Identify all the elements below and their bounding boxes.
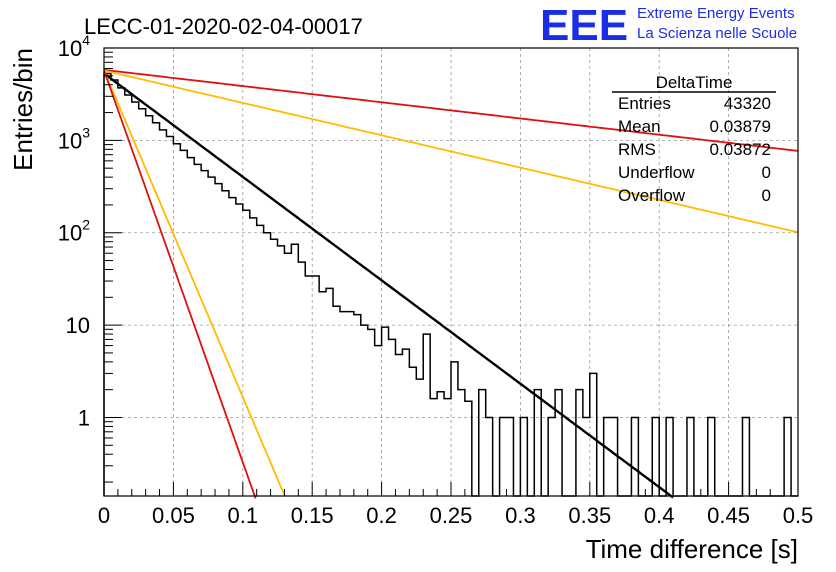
x-tick-label: 0.45: [707, 503, 750, 528]
stats-label: Overflow: [618, 186, 686, 205]
fit-curves: [103, 69, 799, 500]
x-axis-title: Time difference [s]: [586, 534, 798, 564]
x-tick-label: 0.3: [505, 503, 536, 528]
stats-value: 0.03872: [710, 140, 771, 159]
stats-box: DeltaTime Entries 43320 Mean 0.03879 RMS 0.03…: [612, 73, 776, 205]
reference-curve-1: [103, 69, 799, 152]
x-tick-label: 0.05: [152, 503, 195, 528]
x-tick-label: 0.25: [430, 503, 473, 528]
y-axis-title: Entries/bin: [8, 48, 38, 171]
histogram-bars: [103, 72, 798, 497]
x-tick-label: 0.15: [291, 503, 334, 528]
x-tick-label: 0: [98, 503, 110, 528]
stats-label: RMS: [618, 140, 656, 159]
fit-curve: [103, 72, 674, 499]
histogram-outline: [103, 72, 798, 497]
eee-logo-mark: EEE: [540, 1, 628, 50]
x-tick-label: 0.2: [366, 503, 397, 528]
stats-label: Underflow: [618, 163, 695, 182]
stats-title: DeltaTime: [656, 73, 733, 92]
stats-label: Entries: [618, 94, 671, 113]
stats-rows: Entries 43320 Mean 0.03879 RMS 0.03872 Underfl…: [618, 94, 771, 205]
x-tick-label: 0.4: [644, 503, 675, 528]
y-tick-label: 102: [58, 217, 90, 246]
y-tick-label: 103: [58, 124, 90, 153]
x-tick-label: 0.1: [228, 503, 259, 528]
eee-logo-line1: Extreme Energy Events: [637, 5, 795, 22]
eee-logo: EEE Extreme Energy Events La Scienza nel…: [540, 1, 797, 50]
y-tick-labels: 1 10 102 103 104: [58, 32, 90, 430]
reference-curve-2: [103, 69, 799, 234]
stats-value: 0.03879: [710, 117, 771, 136]
y-tick-label: 10: [66, 313, 90, 338]
stats-label: Mean: [618, 117, 661, 136]
stats-value: 0: [762, 186, 771, 205]
x-tick-label: 0.35: [568, 503, 611, 528]
x-tick-label: 0.5: [783, 503, 814, 528]
reference-curve-3: [103, 70, 286, 497]
axis-ticks: [103, 47, 799, 496]
chart-title: LECC-01-2020-02-04-00017: [84, 14, 363, 39]
reference-curve-4: [103, 70, 257, 500]
stats-value: 0: [762, 163, 771, 182]
x-tick-labels: 0 0.05 0.1 0.15 0.2 0.25 0.3 0.35 0.4 0.45 0.5: [98, 503, 813, 528]
y-tick-label: 1: [78, 405, 90, 430]
y-tick-label: 104: [58, 32, 90, 61]
eee-logo-line2: La Scienza nelle Scuole: [637, 25, 797, 42]
grid: [104, 48, 798, 496]
stats-value: 43320: [724, 94, 771, 113]
